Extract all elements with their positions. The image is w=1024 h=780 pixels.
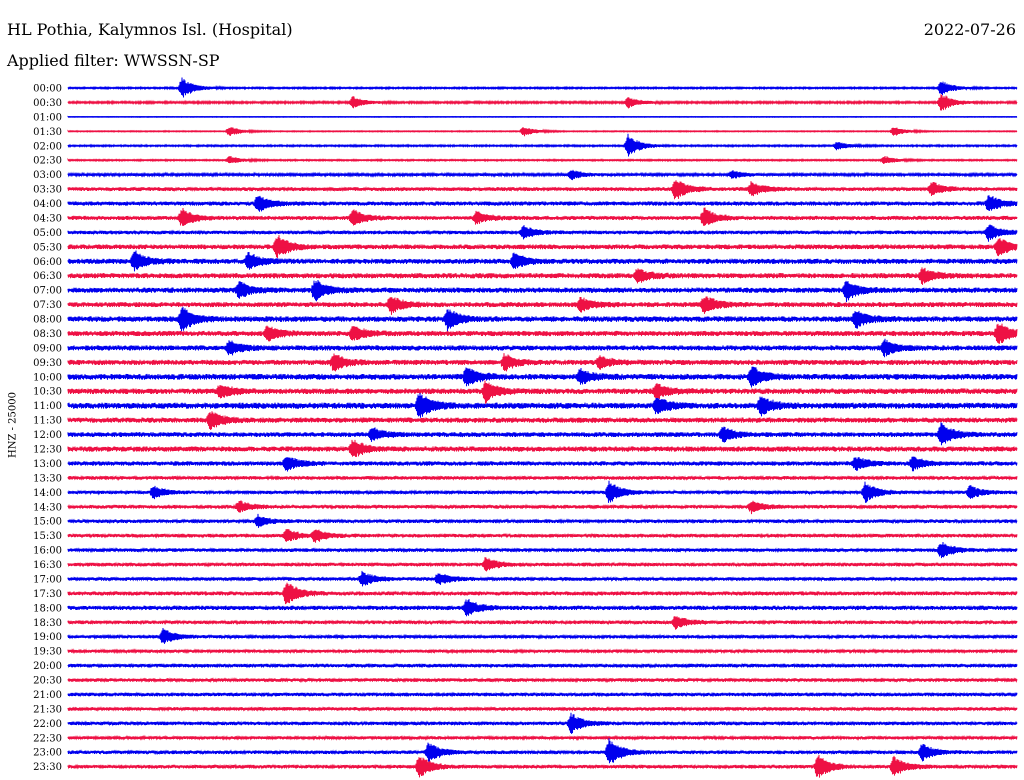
time-label: 23:30 xyxy=(33,762,62,773)
time-label: 06:00 xyxy=(33,257,62,268)
station-title: HL Pothia, Kalymnos Isl. (Hospital) xyxy=(7,20,293,39)
time-label: 09:00 xyxy=(33,343,62,354)
time-label: 02:00 xyxy=(33,141,62,152)
time-label: 11:00 xyxy=(33,401,62,412)
trace-group xyxy=(67,77,1018,778)
time-label: 13:00 xyxy=(33,459,62,470)
time-label: 04:30 xyxy=(33,213,62,224)
time-label: 00:00 xyxy=(33,84,62,95)
time-label: 15:00 xyxy=(33,517,62,528)
seismic-trace xyxy=(67,296,1018,315)
time-label: 10:30 xyxy=(33,387,62,398)
time-label: 07:00 xyxy=(33,286,62,297)
time-label: 21:00 xyxy=(33,690,62,701)
time-label: 16:00 xyxy=(33,546,62,557)
time-label: 03:00 xyxy=(33,170,62,181)
time-label: 08:30 xyxy=(33,329,62,340)
time-label: 20:30 xyxy=(33,676,62,687)
time-label: 14:00 xyxy=(33,488,62,499)
time-label: 16:30 xyxy=(33,560,62,571)
time-label: 07:30 xyxy=(33,300,62,311)
seismic-trace xyxy=(67,380,1018,404)
seismic-trace xyxy=(67,207,1018,226)
time-label: 12:30 xyxy=(33,445,62,456)
time-label: 22:00 xyxy=(33,719,62,730)
time-label-group: 00:00 00:30 01:00 01:30 02:00 02:30 03:00 03:30… xyxy=(33,84,62,774)
time-label: 09:30 xyxy=(33,358,62,369)
filter-label: Applied filter: WWSSN-SP xyxy=(7,51,220,70)
time-label: 21:30 xyxy=(33,704,62,715)
seismic-trace xyxy=(67,738,1018,764)
time-label: 12:00 xyxy=(33,430,62,441)
time-label: 11:30 xyxy=(33,416,62,427)
time-label: 19:00 xyxy=(33,632,62,643)
time-label: 03:30 xyxy=(33,185,62,196)
time-label: 05:00 xyxy=(33,228,62,239)
time-label: 06:30 xyxy=(33,271,62,282)
time-label: 14:30 xyxy=(33,502,62,513)
time-label: 18:00 xyxy=(33,603,62,614)
seismic-trace xyxy=(67,279,1018,303)
time-label: 05:30 xyxy=(33,242,62,253)
time-label: 04:00 xyxy=(33,199,62,210)
time-label: 08:00 xyxy=(33,315,62,326)
time-label: 22:30 xyxy=(33,733,62,744)
time-label: 17:00 xyxy=(33,574,62,585)
time-label: 17:30 xyxy=(33,589,62,600)
time-label: 15:30 xyxy=(33,531,62,542)
time-label: 18:30 xyxy=(33,618,62,629)
time-label: 01:30 xyxy=(33,127,62,138)
time-label: 23:00 xyxy=(33,748,62,759)
time-label: 10:00 xyxy=(33,372,62,383)
time-label: 13:30 xyxy=(33,473,62,484)
time-label: 01:00 xyxy=(33,112,62,123)
time-label: 02:30 xyxy=(33,156,62,167)
time-label: 19:30 xyxy=(33,647,62,658)
time-label: 00:30 xyxy=(33,98,62,109)
time-label: 20:00 xyxy=(33,661,62,672)
trace-date: 2022-07-26 xyxy=(923,20,1016,39)
